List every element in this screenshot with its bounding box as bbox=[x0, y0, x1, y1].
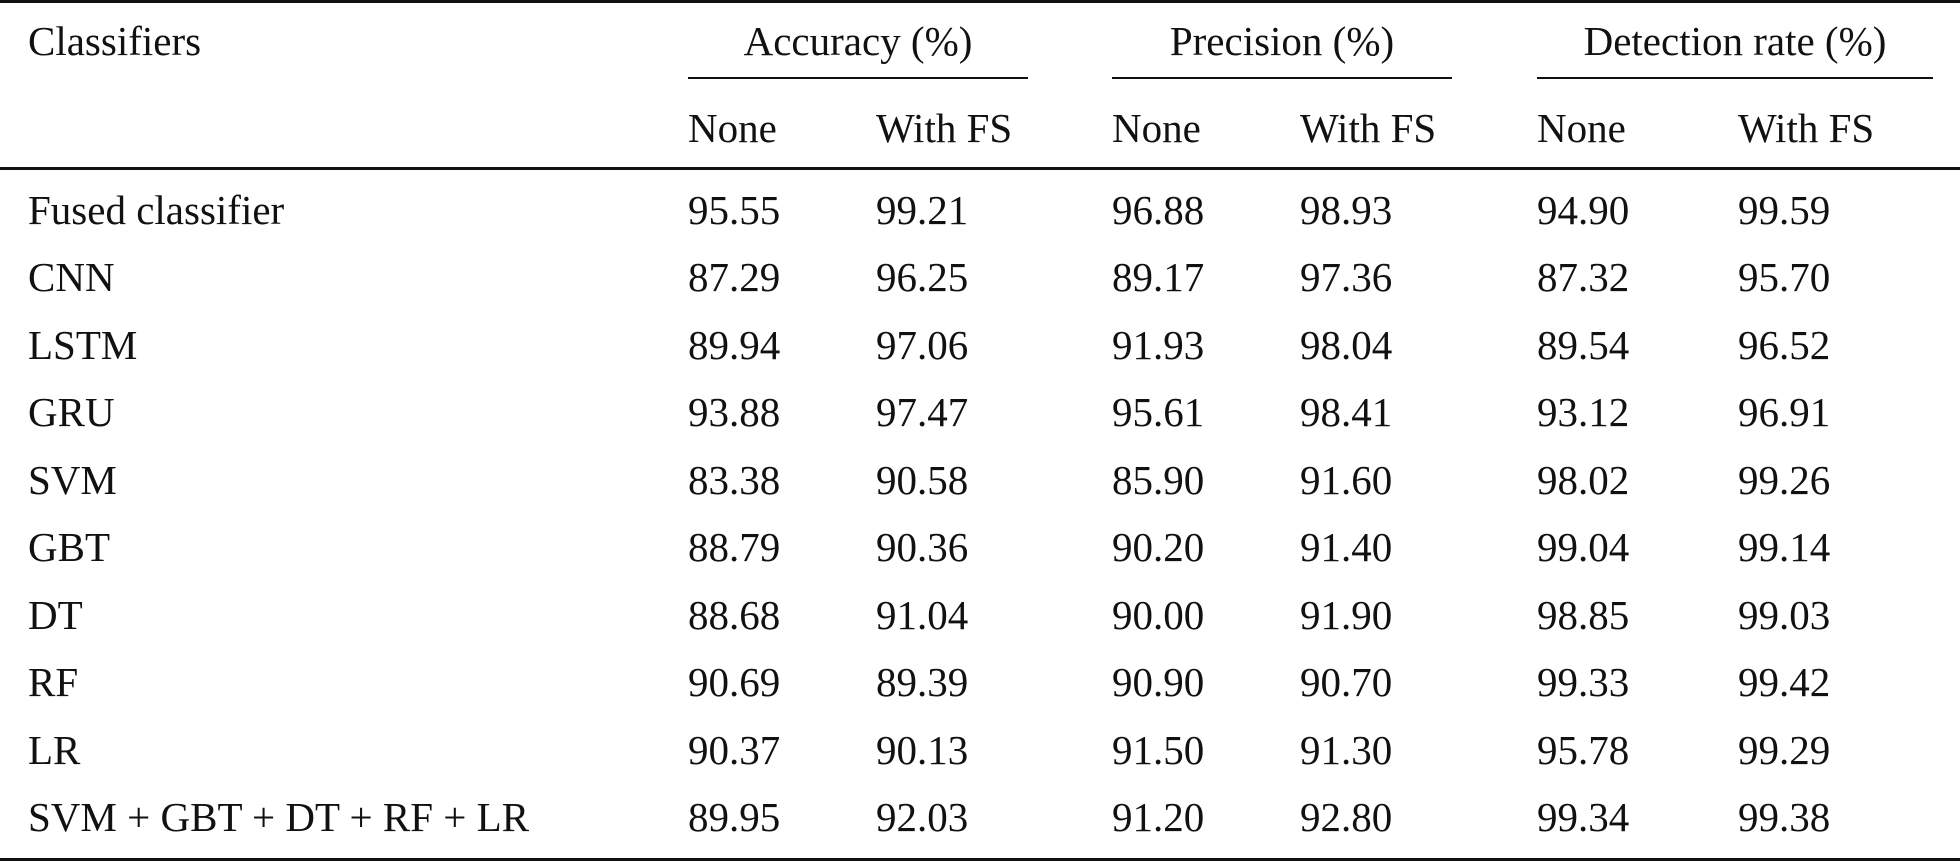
row-10-accuracy-none: 89.95 bbox=[688, 794, 781, 840]
row-7-name: DT bbox=[28, 592, 83, 638]
accuracy-with-fs-header: With FS bbox=[876, 105, 1013, 151]
row-9-detection-rate-with-fs: 99.29 bbox=[1738, 727, 1831, 773]
row-3-accuracy-with-fs: 97.06 bbox=[876, 322, 969, 368]
row-5-detection-rate-none: 98.02 bbox=[1537, 457, 1630, 503]
row-10-precision-with-fs: 92.80 bbox=[1300, 794, 1393, 840]
row-1-accuracy-none: 95.55 bbox=[688, 187, 781, 233]
row-1-detection-rate-none: 94.90 bbox=[1537, 187, 1630, 233]
row-10-detection-rate-none: 99.34 bbox=[1537, 794, 1630, 840]
row-1-detection-rate-with-fs: 99.59 bbox=[1738, 187, 1831, 233]
row-5-accuracy-with-fs: 90.58 bbox=[876, 457, 969, 503]
detection-rate-none-header: None bbox=[1537, 105, 1626, 151]
precision-group-rule bbox=[1112, 77, 1452, 79]
row-4-precision-none: 95.61 bbox=[1112, 389, 1205, 435]
row-2-detection-rate-with-fs: 95.70 bbox=[1738, 254, 1831, 300]
row-10-name: SVM + GBT + DT + RF + LR bbox=[28, 794, 530, 840]
row-3-accuracy-none: 89.94 bbox=[688, 322, 781, 368]
row-10-precision-none: 91.20 bbox=[1112, 794, 1205, 840]
detection-rate-group-rule bbox=[1537, 77, 1933, 79]
row-2-accuracy-none: 87.29 bbox=[688, 254, 781, 300]
row-8-detection-rate-none: 99.33 bbox=[1537, 659, 1630, 705]
row-9-precision-with-fs: 91.30 bbox=[1300, 727, 1393, 773]
precision-with-fs-header: With FS bbox=[1300, 105, 1437, 151]
table-bottom-rule bbox=[0, 858, 1960, 861]
row-3-precision-with-fs: 98.04 bbox=[1300, 322, 1393, 368]
row-9-accuracy-none: 90.37 bbox=[688, 727, 781, 773]
row-3-detection-rate-none: 89.54 bbox=[1537, 322, 1630, 368]
row-9-detection-rate-none: 95.78 bbox=[1537, 727, 1630, 773]
precision-header: Precision (%) bbox=[1169, 18, 1395, 64]
row-7-precision-with-fs: 91.90 bbox=[1300, 592, 1393, 638]
row-6-accuracy-none: 88.79 bbox=[688, 524, 781, 570]
row-7-precision-none: 90.00 bbox=[1112, 592, 1205, 638]
row-5-name: SVM bbox=[28, 457, 117, 503]
row-3-detection-rate-with-fs: 96.52 bbox=[1738, 322, 1831, 368]
classifiers-header: Classifiers bbox=[28, 18, 202, 64]
row-1-accuracy-with-fs: 99.21 bbox=[876, 187, 969, 233]
row-8-detection-rate-with-fs: 99.42 bbox=[1738, 659, 1831, 705]
row-4-name: GRU bbox=[28, 389, 115, 435]
row-9-accuracy-with-fs: 90.13 bbox=[876, 727, 969, 773]
row-8-accuracy-none: 90.69 bbox=[688, 659, 781, 705]
row-8-name: RF bbox=[28, 659, 79, 705]
table-top-rule bbox=[0, 0, 1960, 3]
row-10-accuracy-with-fs: 92.03 bbox=[876, 794, 969, 840]
precision-none-header: None bbox=[1112, 105, 1201, 151]
row-3-precision-none: 91.93 bbox=[1112, 322, 1205, 368]
row-6-detection-rate-with-fs: 99.14 bbox=[1738, 524, 1831, 570]
row-1-name: Fused classifier bbox=[28, 187, 285, 233]
accuracy-group-rule bbox=[688, 77, 1028, 79]
row-2-detection-rate-none: 87.32 bbox=[1537, 254, 1630, 300]
header-bottom-rule bbox=[0, 167, 1960, 170]
row-4-precision-with-fs: 98.41 bbox=[1300, 389, 1393, 435]
row-4-accuracy-none: 93.88 bbox=[688, 389, 781, 435]
row-9-name: LR bbox=[28, 727, 81, 773]
row-7-detection-rate-none: 98.85 bbox=[1537, 592, 1630, 638]
row-5-detection-rate-with-fs: 99.26 bbox=[1738, 457, 1831, 503]
row-2-precision-with-fs: 97.36 bbox=[1300, 254, 1393, 300]
row-6-accuracy-with-fs: 90.36 bbox=[876, 524, 969, 570]
row-3-name: LSTM bbox=[28, 322, 138, 368]
row-9-precision-none: 91.50 bbox=[1112, 727, 1205, 773]
row-8-precision-with-fs: 90.70 bbox=[1300, 659, 1393, 705]
row-10-detection-rate-with-fs: 99.38 bbox=[1738, 794, 1831, 840]
row-4-accuracy-with-fs: 97.47 bbox=[876, 389, 969, 435]
detection-rate-header: Detection rate (%) bbox=[1583, 18, 1887, 64]
accuracy-none-header: None bbox=[688, 105, 777, 151]
row-6-name: GBT bbox=[28, 524, 110, 570]
row-4-detection-rate-none: 93.12 bbox=[1537, 389, 1630, 435]
row-6-detection-rate-none: 99.04 bbox=[1537, 524, 1630, 570]
row-6-precision-none: 90.20 bbox=[1112, 524, 1205, 570]
row-2-name: CNN bbox=[28, 254, 115, 300]
row-4-detection-rate-with-fs: 96.91 bbox=[1738, 389, 1831, 435]
row-5-accuracy-none: 83.38 bbox=[688, 457, 781, 503]
row-1-precision-with-fs: 98.93 bbox=[1300, 187, 1393, 233]
row-1-precision-none: 96.88 bbox=[1112, 187, 1205, 233]
row-5-precision-with-fs: 91.60 bbox=[1300, 457, 1393, 503]
row-5-precision-none: 85.90 bbox=[1112, 457, 1205, 503]
row-2-accuracy-with-fs: 96.25 bbox=[876, 254, 969, 300]
row-2-precision-none: 89.17 bbox=[1112, 254, 1205, 300]
row-7-accuracy-none: 88.68 bbox=[688, 592, 781, 638]
row-7-accuracy-with-fs: 91.04 bbox=[876, 592, 969, 638]
accuracy-header: Accuracy (%) bbox=[743, 18, 973, 64]
row-8-precision-none: 90.90 bbox=[1112, 659, 1205, 705]
detection-rate-with-fs-header: With FS bbox=[1738, 105, 1875, 151]
row-7-detection-rate-with-fs: 99.03 bbox=[1738, 592, 1831, 638]
row-6-precision-with-fs: 91.40 bbox=[1300, 524, 1393, 570]
row-8-accuracy-with-fs: 89.39 bbox=[876, 659, 969, 705]
